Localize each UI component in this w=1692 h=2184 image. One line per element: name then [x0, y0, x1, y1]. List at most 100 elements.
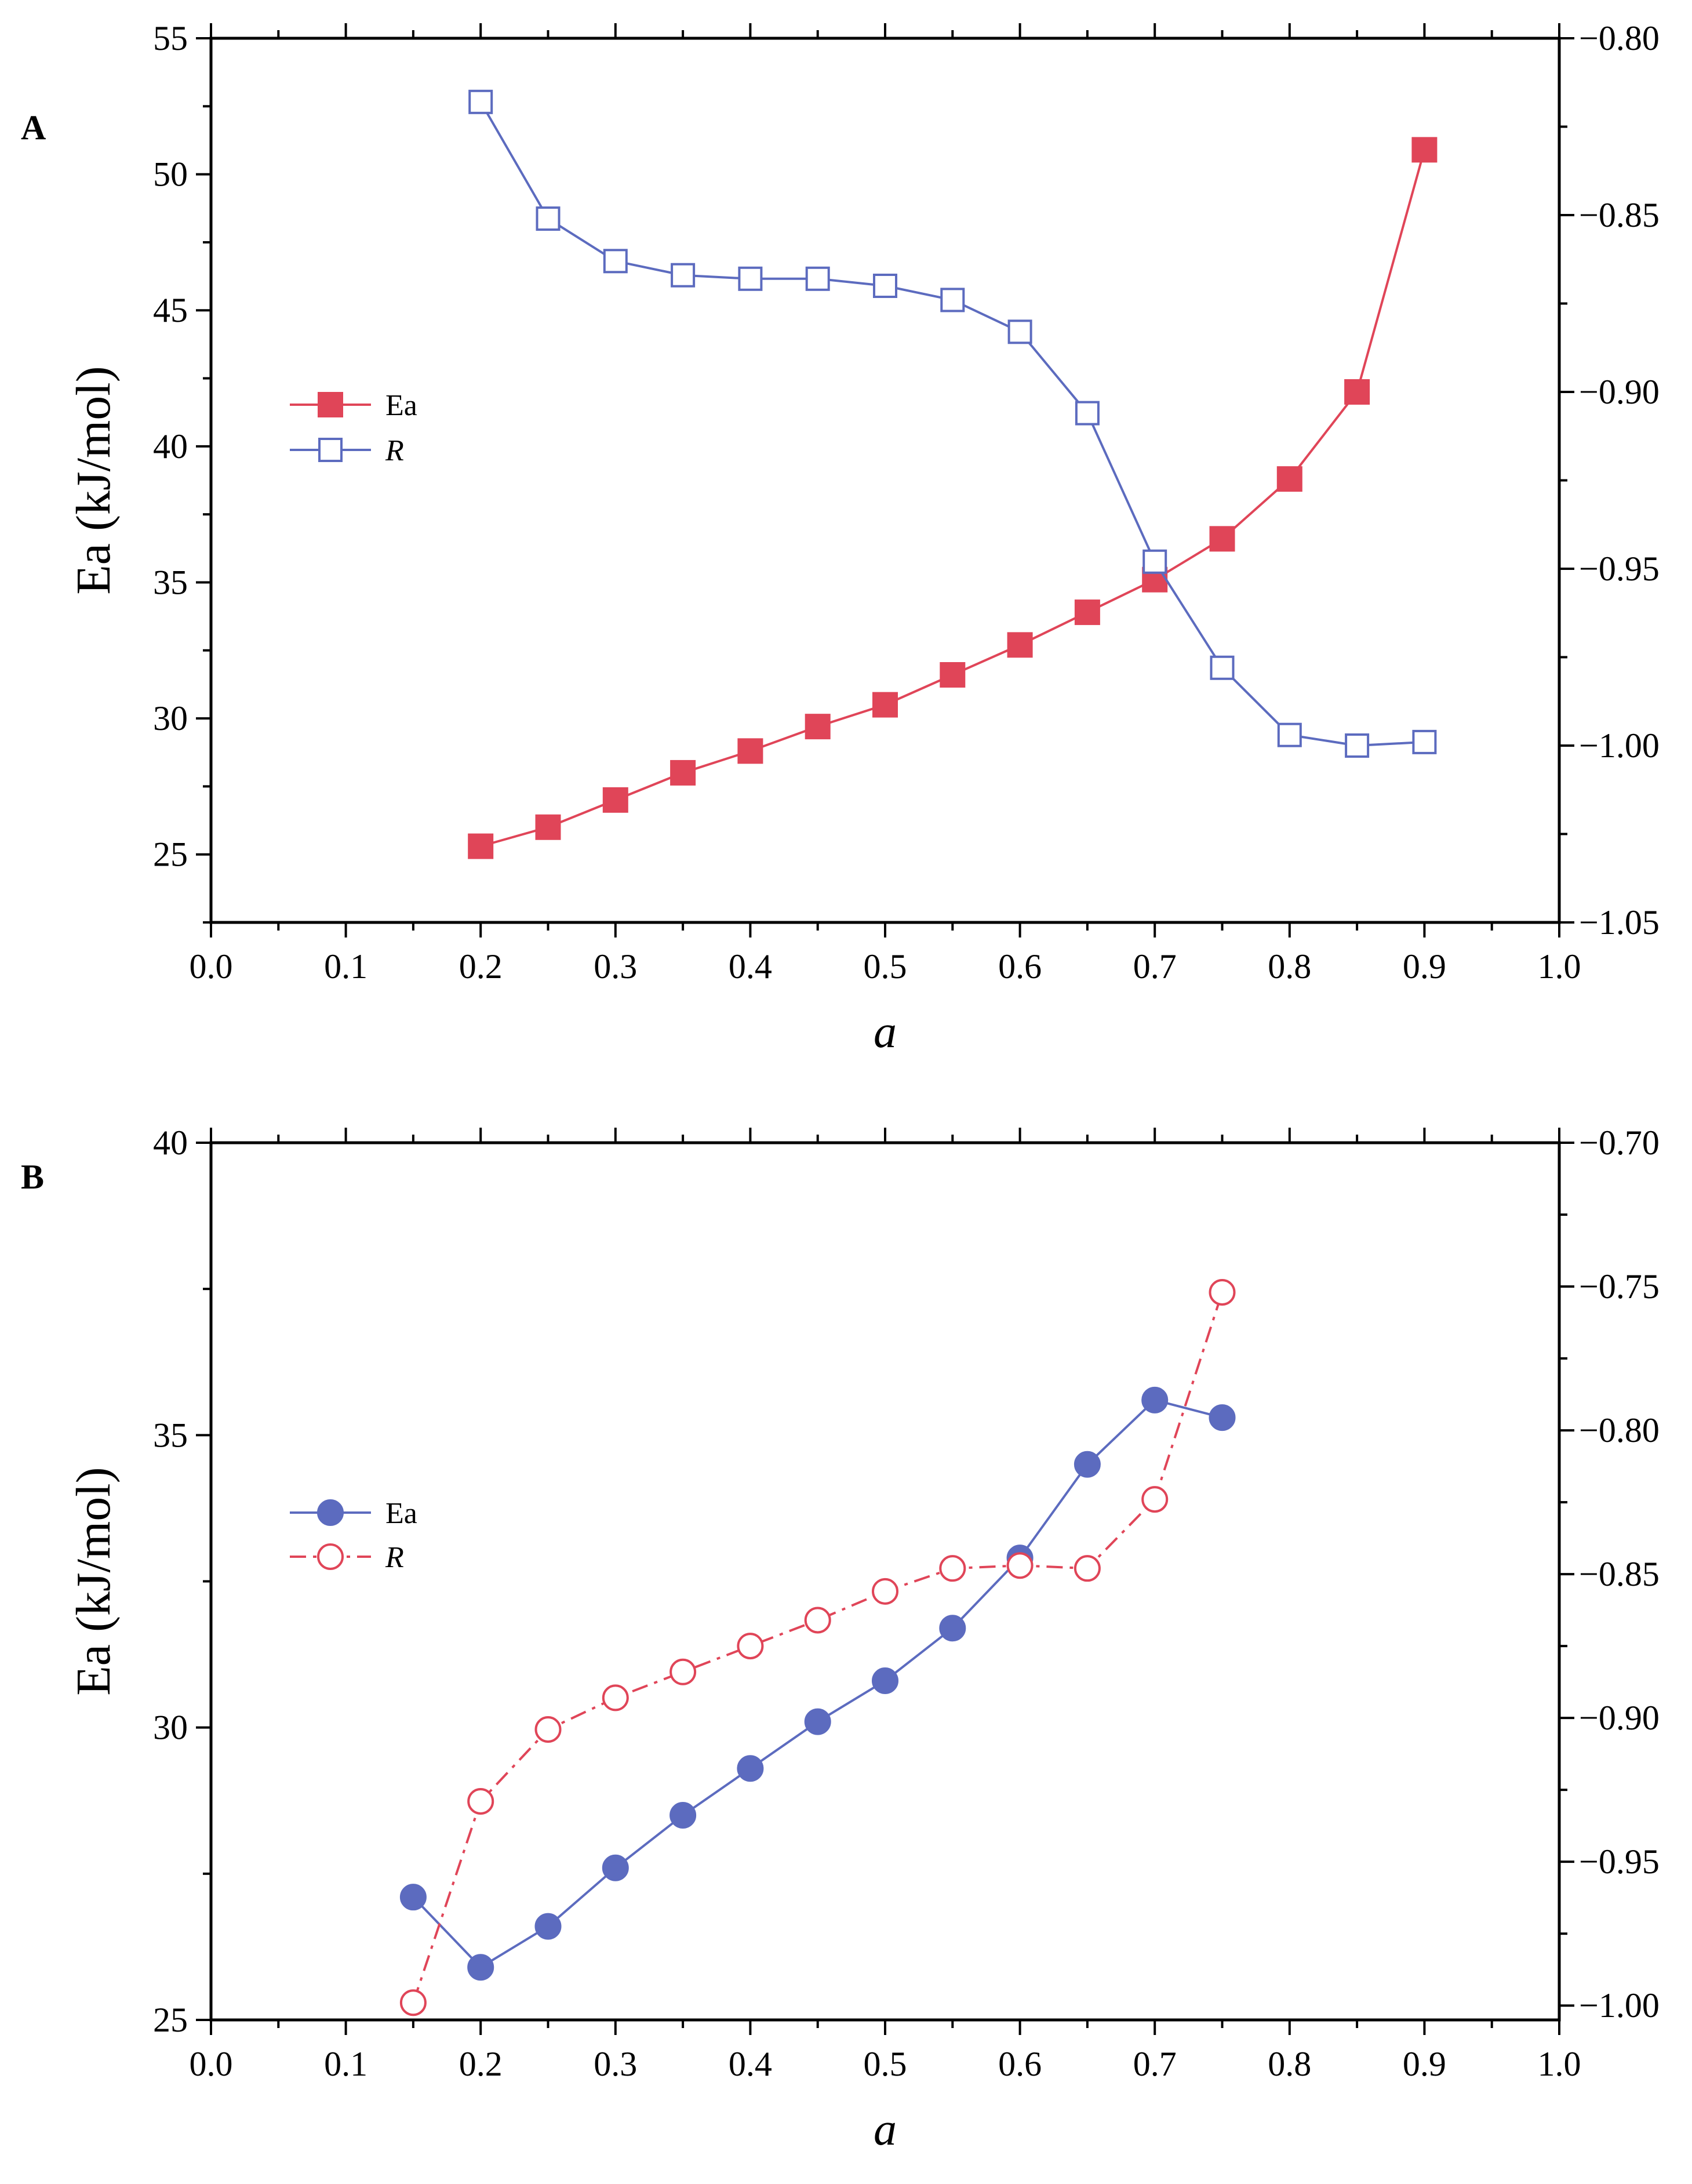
- data-point: [805, 266, 830, 291]
- x-axis-title: a: [874, 2104, 897, 2155]
- legend-label: R: [385, 434, 404, 467]
- y-left-tick-label: 40: [153, 1124, 188, 1162]
- y-right-tick-label: −0.90: [1579, 1699, 1660, 1737]
- data-point: [872, 692, 898, 718]
- panel-label: A: [21, 108, 46, 147]
- y-right-tick-label: −0.95: [1579, 550, 1660, 588]
- data-point: [737, 1633, 764, 1660]
- x-tick-label: 0.3: [594, 2045, 637, 2083]
- data-point: [467, 1787, 494, 1815]
- data-point: [737, 738, 763, 764]
- panel-a: 0.0 0.1 0.2 0.3 0.4 0.5 0.6 0.7 0.8 0.9 1.0 25 30 35 4…: [21, 19, 1660, 1058]
- data-point: [1142, 549, 1167, 574]
- y-left-tick-label: 45: [153, 291, 188, 329]
- data-point: [399, 1989, 427, 2016]
- x-axis-ticks: [210, 1128, 1560, 2035]
- x-tick-label: 0.5: [864, 947, 907, 986]
- legend-entry: R: [290, 1541, 404, 1574]
- data-point: [872, 1578, 898, 1605]
- data-point: [534, 1716, 562, 1743]
- data-point: [804, 1708, 831, 1735]
- series-line: [412, 1398, 1223, 1969]
- data-point: [1007, 632, 1033, 658]
- x-tick-label: 0.1: [324, 947, 367, 986]
- y-right-tick-label: −0.80: [1579, 19, 1660, 57]
- y-right-tick-label: −0.85: [1579, 1555, 1660, 1593]
- series-line: [479, 101, 1425, 747]
- x-tick-label: 0.8: [1268, 947, 1311, 986]
- series-r-right: [399, 1278, 1236, 2016]
- x-tick-label: 1.0: [1538, 2045, 1581, 2083]
- data-point: [534, 1913, 562, 1940]
- data-point: [603, 249, 628, 274]
- data-point: [467, 1954, 494, 1981]
- x-tick-label: 0.3: [594, 947, 637, 986]
- x-tick-label: 0.2: [459, 2045, 503, 2083]
- data-point: [468, 89, 493, 114]
- y-left-tick-label: 25: [153, 835, 188, 874]
- y-right-tick-label: −1.00: [1579, 1986, 1660, 2025]
- y-left-tick-label: 35: [153, 563, 188, 601]
- y-right-tick-label: −0.90: [1579, 373, 1660, 411]
- data-point: [1345, 733, 1370, 758]
- data-point: [940, 662, 966, 688]
- data-point: [1209, 526, 1235, 552]
- x-tick-label: 0.6: [998, 2045, 1042, 2083]
- data-point: [399, 1884, 427, 1911]
- x-tick-label: 0.2: [459, 947, 503, 986]
- data-point: [738, 266, 763, 291]
- data-point: [873, 274, 897, 298]
- legend-label: R: [385, 1541, 404, 1574]
- y-left-tick-label: 50: [153, 155, 188, 194]
- y-left-axis-title: Ea (kJ/mol): [67, 366, 121, 594]
- data-point: [602, 1854, 629, 1881]
- data-point: [1210, 655, 1235, 680]
- data-point: [535, 814, 561, 840]
- data-point: [1411, 137, 1438, 163]
- data-point: [1006, 1552, 1034, 1579]
- data-point: [536, 206, 561, 231]
- y-right-tick-label: −0.70: [1579, 1124, 1660, 1162]
- y-right-axis-ticks: [1559, 37, 1574, 924]
- legend-label: Ea: [385, 1497, 417, 1530]
- data-point: [804, 1607, 831, 1634]
- data-point: [602, 787, 628, 813]
- series-line: [412, 1292, 1224, 2003]
- y-right-tick-label: −0.75: [1579, 1267, 1660, 1306]
- data-point: [1075, 401, 1100, 426]
- x-tick-label: 0.6: [998, 947, 1042, 986]
- data-point: [1007, 319, 1032, 344]
- series-ea-left: [468, 137, 1438, 859]
- data-point: [1074, 1555, 1101, 1582]
- data-point: [1074, 599, 1100, 626]
- panel-label: B: [21, 1158, 44, 1196]
- data-point: [1277, 722, 1302, 747]
- y-left-axis-title: Ea (kJ/mol): [67, 1467, 121, 1695]
- data-point: [669, 1658, 697, 1685]
- data-point: [602, 1684, 629, 1711]
- y-left-tick-label: 30: [153, 699, 188, 737]
- series-ea-left: [399, 1386, 1236, 1981]
- legend-entry: R: [290, 434, 404, 467]
- data-point: [1209, 1278, 1236, 1306]
- legend-label: Ea: [385, 389, 417, 422]
- y-right-tick-label: −0.80: [1579, 1411, 1660, 1449]
- data-point: [1344, 379, 1370, 405]
- data-point: [670, 760, 696, 786]
- data-point: [1209, 1404, 1236, 1431]
- y-left-tick-label: 55: [153, 19, 188, 57]
- y-left-axis-ticks: [196, 1142, 211, 2021]
- x-tick-label: 0.1: [324, 2045, 367, 2083]
- data-point: [1412, 729, 1437, 754]
- y-left-tick-label: 35: [153, 1416, 188, 1454]
- legend-marker: [317, 1499, 344, 1526]
- data-point: [940, 288, 965, 312]
- series-r-right: [468, 89, 1437, 758]
- x-tick-label: 0.5: [864, 2045, 907, 2083]
- x-tick-label: 0.7: [1133, 947, 1177, 986]
- data-point: [737, 1755, 764, 1782]
- y-left-tick-label: 25: [153, 2001, 188, 2039]
- legend-marker: [317, 1543, 344, 1570]
- y-right-tick-label: −1.00: [1579, 726, 1660, 765]
- data-point: [671, 263, 696, 288]
